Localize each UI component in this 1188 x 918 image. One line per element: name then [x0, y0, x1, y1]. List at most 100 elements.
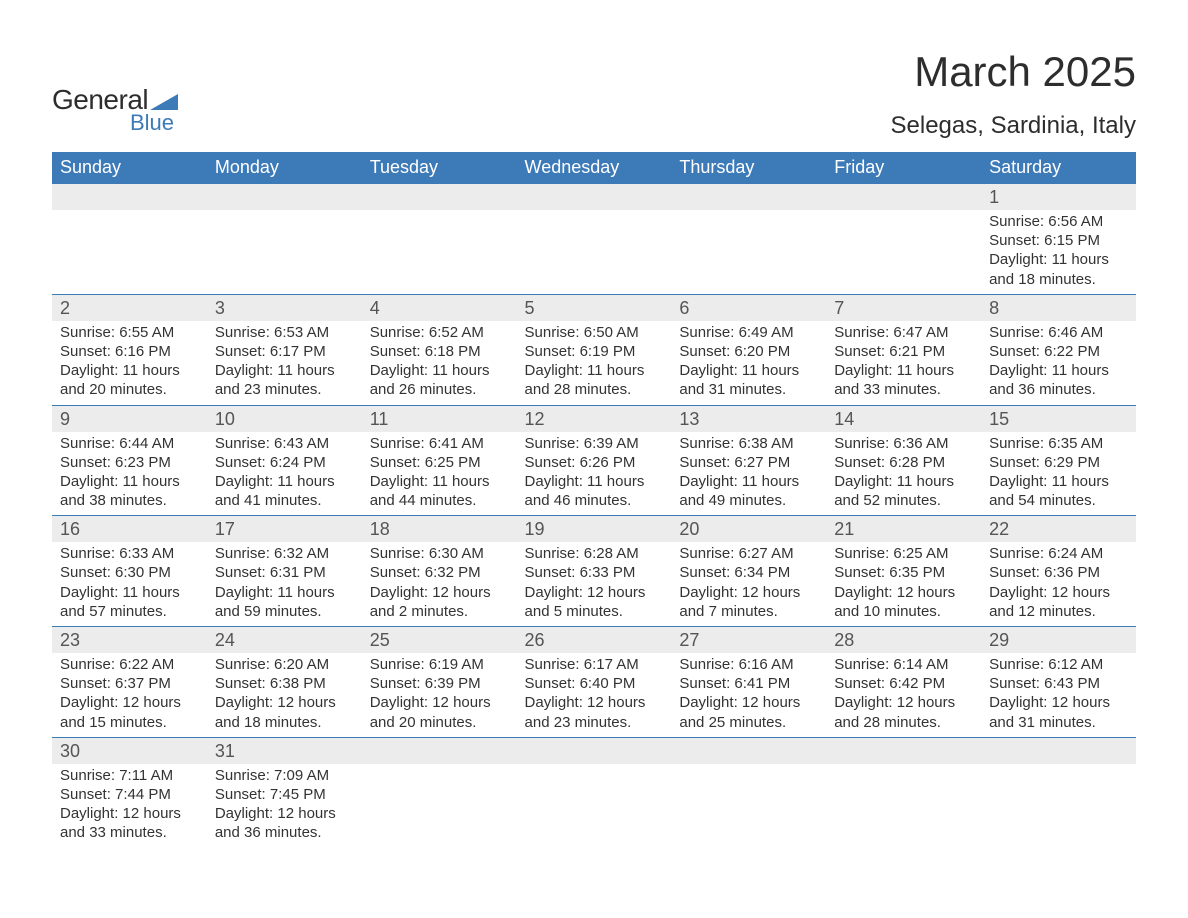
day-detail: Sunrise: 6:36 AMSunset: 6:28 PMDaylight:…: [826, 432, 981, 516]
day-detail-empty: [671, 210, 826, 294]
sunrise-text: Sunrise: 6:49 AM: [679, 324, 793, 341]
daylight-text: Daylight: 11 hours and 31 minutes.: [679, 362, 799, 398]
day-detail: Sunrise: 6:30 AMSunset: 6:32 PMDaylight:…: [362, 542, 517, 626]
sunrise-text: Sunrise: 6:28 AM: [525, 545, 639, 562]
day-header-tue: Tuesday: [362, 152, 517, 184]
day-cell: 11Sunrise: 6:41 AMSunset: 6:25 PMDayligh…: [362, 405, 517, 516]
daylight-text: Daylight: 12 hours and 7 minutes.: [679, 584, 800, 620]
sunset-text: Sunset: 6:43 PM: [989, 675, 1100, 692]
day-cell: [362, 737, 517, 847]
calendar-table: Sunday Monday Tuesday Wednesday Thursday…: [52, 152, 1136, 848]
day-header-sun: Sunday: [52, 152, 207, 184]
day-number: 29: [981, 627, 1136, 653]
day-cell: 6Sunrise: 6:49 AMSunset: 6:20 PMDaylight…: [671, 294, 826, 405]
sunset-text: Sunset: 6:38 PM: [215, 675, 326, 692]
day-detail-empty: [362, 764, 517, 848]
day-detail: Sunrise: 7:09 AMSunset: 7:45 PMDaylight:…: [207, 764, 362, 848]
day-detail: Sunrise: 7:11 AMSunset: 7:44 PMDaylight:…: [52, 764, 207, 848]
day-number: 23: [52, 627, 207, 653]
day-number: 18: [362, 516, 517, 542]
daylight-text: Daylight: 12 hours and 5 minutes.: [525, 584, 646, 620]
day-number: 3: [207, 295, 362, 321]
day-cell: [52, 184, 207, 295]
day-number-empty: [362, 184, 517, 210]
daylight-text: Daylight: 11 hours and 59 minutes.: [215, 584, 335, 620]
day-cell: 24Sunrise: 6:20 AMSunset: 6:38 PMDayligh…: [207, 627, 362, 738]
day-number: 24: [207, 627, 362, 653]
day-cell: 10Sunrise: 6:43 AMSunset: 6:24 PMDayligh…: [207, 405, 362, 516]
day-detail-empty: [517, 210, 672, 294]
day-detail-empty: [981, 764, 1136, 848]
logo: General Blue: [52, 84, 178, 136]
day-detail: Sunrise: 6:56 AMSunset: 6:15 PMDaylight:…: [981, 210, 1136, 294]
day-detail: Sunrise: 6:17 AMSunset: 6:40 PMDaylight:…: [517, 653, 672, 737]
day-number: 7: [826, 295, 981, 321]
day-number-empty: [52, 184, 207, 210]
sunrise-text: Sunrise: 6:16 AM: [679, 656, 793, 673]
day-number-empty: [826, 184, 981, 210]
day-number-empty: [207, 184, 362, 210]
day-number: 11: [362, 406, 517, 432]
sunset-text: Sunset: 6:27 PM: [679, 454, 790, 471]
daylight-text: Daylight: 11 hours and 38 minutes.: [60, 473, 180, 509]
sunset-text: Sunset: 6:21 PM: [834, 343, 945, 360]
sunset-text: Sunset: 6:28 PM: [834, 454, 945, 471]
day-detail: Sunrise: 6:14 AMSunset: 6:42 PMDaylight:…: [826, 653, 981, 737]
day-number: 12: [517, 406, 672, 432]
day-cell: 16Sunrise: 6:33 AMSunset: 6:30 PMDayligh…: [52, 516, 207, 627]
day-detail: Sunrise: 6:28 AMSunset: 6:33 PMDaylight:…: [517, 542, 672, 626]
day-number-empty: [826, 738, 981, 764]
day-detail-empty: [826, 764, 981, 848]
day-cell: 25Sunrise: 6:19 AMSunset: 6:39 PMDayligh…: [362, 627, 517, 738]
sunset-text: Sunset: 6:25 PM: [370, 454, 481, 471]
day-detail-empty: [362, 210, 517, 294]
daylight-text: Daylight: 11 hours and 57 minutes.: [60, 584, 180, 620]
daylight-text: Daylight: 11 hours and 23 minutes.: [215, 362, 335, 398]
day-number: 31: [207, 738, 362, 764]
day-number: 8: [981, 295, 1136, 321]
daylight-text: Daylight: 11 hours and 26 minutes.: [370, 362, 490, 398]
logo-word2: Blue: [130, 110, 174, 136]
sunrise-text: Sunrise: 6:32 AM: [215, 545, 329, 562]
day-cell: 18Sunrise: 6:30 AMSunset: 6:32 PMDayligh…: [362, 516, 517, 627]
day-detail: Sunrise: 6:43 AMSunset: 6:24 PMDaylight:…: [207, 432, 362, 516]
day-number-empty: [517, 738, 672, 764]
sunrise-text: Sunrise: 7:11 AM: [60, 767, 173, 784]
day-detail-empty: [826, 210, 981, 294]
sunrise-text: Sunrise: 7:09 AM: [215, 767, 329, 784]
sunrise-text: Sunrise: 6:22 AM: [60, 656, 174, 673]
day-cell: 22Sunrise: 6:24 AMSunset: 6:36 PMDayligh…: [981, 516, 1136, 627]
day-detail: Sunrise: 6:25 AMSunset: 6:35 PMDaylight:…: [826, 542, 981, 626]
day-cell: 1Sunrise: 6:56 AMSunset: 6:15 PMDaylight…: [981, 184, 1136, 295]
sunrise-text: Sunrise: 6:19 AM: [370, 656, 484, 673]
day-detail: Sunrise: 6:32 AMSunset: 6:31 PMDaylight:…: [207, 542, 362, 626]
day-cell: 28Sunrise: 6:14 AMSunset: 6:42 PMDayligh…: [826, 627, 981, 738]
sunrise-text: Sunrise: 6:30 AM: [370, 545, 484, 562]
day-cell: [981, 737, 1136, 847]
day-cell: 15Sunrise: 6:35 AMSunset: 6:29 PMDayligh…: [981, 405, 1136, 516]
sunset-text: Sunset: 6:26 PM: [525, 454, 636, 471]
day-detail: Sunrise: 6:53 AMSunset: 6:17 PMDaylight:…: [207, 321, 362, 405]
day-cell: 19Sunrise: 6:28 AMSunset: 6:33 PMDayligh…: [517, 516, 672, 627]
sunset-text: Sunset: 6:16 PM: [60, 343, 171, 360]
sunset-text: Sunset: 7:44 PM: [60, 786, 171, 803]
day-cell: 17Sunrise: 6:32 AMSunset: 6:31 PMDayligh…: [207, 516, 362, 627]
day-cell: 2Sunrise: 6:55 AMSunset: 6:16 PMDaylight…: [52, 294, 207, 405]
day-number: 6: [671, 295, 826, 321]
daylight-text: Daylight: 11 hours and 28 minutes.: [525, 362, 645, 398]
calendar-body: 1Sunrise: 6:56 AMSunset: 6:15 PMDaylight…: [52, 184, 1136, 848]
daylight-text: Daylight: 12 hours and 25 minutes.: [679, 694, 800, 730]
day-header-thu: Thursday: [671, 152, 826, 184]
sunset-text: Sunset: 6:29 PM: [989, 454, 1100, 471]
day-number: 26: [517, 627, 672, 653]
sunset-text: Sunset: 6:41 PM: [679, 675, 790, 692]
day-detail-empty: [207, 210, 362, 294]
sunrise-text: Sunrise: 6:52 AM: [370, 324, 484, 341]
day-number: 22: [981, 516, 1136, 542]
sunset-text: Sunset: 6:35 PM: [834, 564, 945, 581]
daylight-text: Daylight: 12 hours and 2 minutes.: [370, 584, 491, 620]
day-cell: [517, 184, 672, 295]
day-number-empty: [671, 738, 826, 764]
week-row: 9Sunrise: 6:44 AMSunset: 6:23 PMDaylight…: [52, 405, 1136, 516]
sunset-text: Sunset: 6:34 PM: [679, 564, 790, 581]
